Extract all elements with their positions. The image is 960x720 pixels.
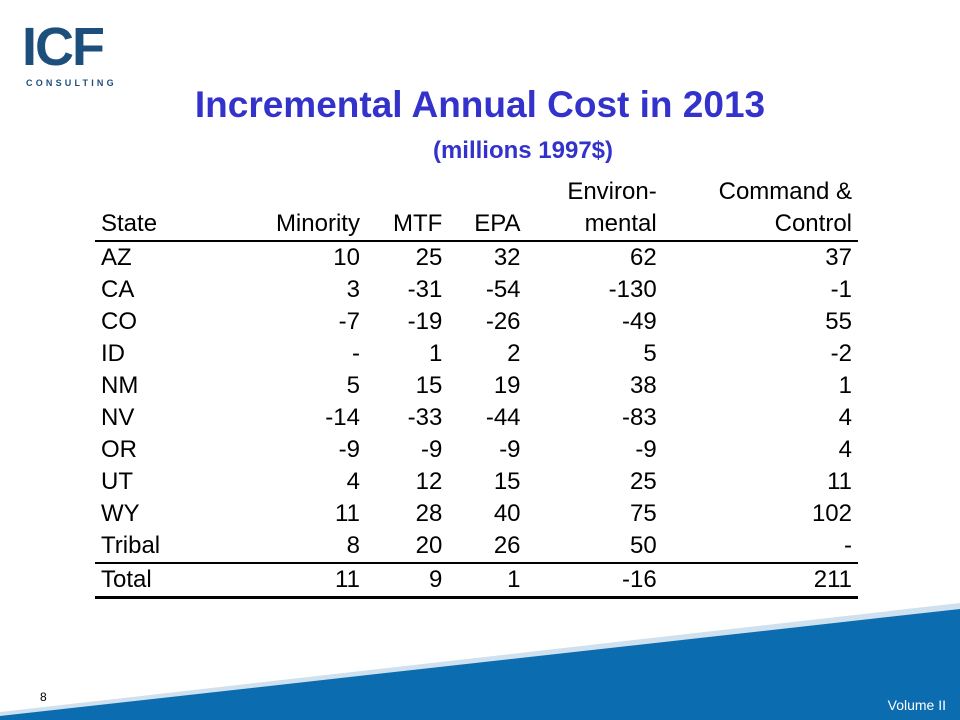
value-cell: 5	[346, 372, 360, 399]
value-cell: 5	[643, 340, 657, 367]
state-cell: AZ	[101, 244, 132, 271]
value-cell: 25	[629, 468, 657, 495]
value-cell: -31	[407, 276, 443, 303]
header-top-cell	[237, 176, 366, 208]
state-cell: NV	[101, 404, 135, 431]
state-cell: Tribal	[95, 530, 237, 564]
volume-label: Volume II	[887, 697, 946, 713]
value-cell: 19	[493, 372, 521, 399]
header-minority: Minority	[237, 208, 366, 242]
value-cell: -19	[407, 308, 443, 335]
header-top-cell: Command &	[718, 178, 852, 205]
value-cell: 1	[838, 372, 852, 399]
state-cell: WY	[101, 500, 140, 527]
state-cell: NM	[101, 372, 139, 399]
value-cell: 1	[428, 340, 443, 367]
state-cell: CA	[101, 276, 135, 303]
table-header-row: State Minority MTF EPA mental Control	[95, 208, 858, 242]
total-cell: 9	[365, 563, 449, 599]
value-cell: 50	[526, 530, 663, 564]
table-row: CO -7 -19 -26 -49 55	[95, 306, 858, 338]
value-cell: 55	[825, 308, 852, 335]
value-cell: 37	[825, 244, 852, 271]
value-cell: -9	[420, 436, 443, 463]
value-cell: 12	[415, 468, 443, 495]
value-cell: -7	[338, 308, 360, 335]
value-cell: 25	[415, 244, 443, 271]
header-top-cell: Environ-	[567, 178, 657, 205]
value-cell: 4	[838, 404, 852, 431]
value-cell: 4	[346, 468, 360, 495]
logo-wordmark: ICF	[22, 17, 105, 77]
value-cell: -9	[635, 436, 657, 463]
total-cell: -16	[526, 563, 663, 599]
value-cell: 3	[346, 276, 360, 303]
total-cell: 211	[662, 563, 858, 599]
value-cell: -2	[830, 340, 852, 367]
value-cell: 26	[448, 530, 527, 564]
cost-table: Environ- Command & State Minority MTF EP…	[95, 176, 858, 599]
value-cell: 28	[415, 500, 443, 527]
value-cell: 62	[629, 244, 657, 271]
table-row: UT 4 12 15 25 11	[95, 466, 858, 498]
table-row: NM 5 15 19 38 1	[95, 370, 858, 402]
table-row: OR -9 -9 -9 -9 4	[95, 434, 858, 466]
table-row: ID - 1 2 5 -2	[95, 338, 858, 370]
total-label: Total	[95, 563, 237, 599]
total-cell: 11	[237, 563, 366, 599]
value-cell: -9	[499, 436, 521, 463]
value-cell: 15	[493, 468, 521, 495]
slide-subtitle: (millions 1997$)	[432, 137, 614, 164]
value-cell: 11	[335, 500, 360, 527]
value-cell: 20	[365, 530, 449, 564]
table-row: AZ 10 25 32 62 37	[95, 241, 858, 274]
header-top-cell	[366, 176, 448, 208]
value-cell: -44	[485, 404, 521, 431]
table-row: NV -14 -33 -44 -83 4	[95, 402, 858, 434]
value-cell: -26	[485, 308, 521, 335]
state-cell: CO	[101, 308, 137, 335]
value-cell: -83	[622, 404, 657, 431]
value-cell: 4	[838, 436, 852, 463]
icf-consulting-logo: ICF CONSULTING	[22, 20, 122, 92]
table-header-row-top: Environ- Command &	[95, 176, 858, 208]
slide-title: Incremental Annual Cost in 2013	[194, 84, 766, 125]
page-number: 8	[40, 690, 47, 704]
header-state: State	[95, 208, 237, 242]
value-cell: 10	[333, 244, 360, 271]
header-top-cell	[448, 176, 526, 208]
state-cell: ID	[101, 340, 125, 367]
value-cell: -1	[830, 276, 852, 303]
value-cell: -9	[338, 436, 360, 463]
value-cell: -	[351, 340, 360, 367]
value-cell: 2	[507, 340, 521, 367]
header-epa: EPA	[448, 208, 527, 242]
state-cell: UT	[101, 468, 133, 495]
value-cell: -	[662, 530, 858, 564]
value-cell: 75	[629, 500, 657, 527]
logo-tagline: CONSULTING	[26, 78, 117, 88]
value-cell: 11	[827, 468, 852, 495]
total-cell: 1	[448, 563, 527, 599]
value-cell: -130	[608, 276, 657, 303]
value-cell: 102	[811, 500, 852, 527]
value-cell: 8	[237, 530, 366, 564]
table-row: CA 3 -31 -54 -130 -1	[95, 274, 858, 306]
value-cell: -33	[407, 404, 443, 431]
header-top-cell	[95, 176, 237, 208]
header-environmental: mental	[526, 208, 663, 242]
table-row: Tribal 8 20 26 50-	[95, 530, 858, 564]
value-cell: -54	[485, 276, 521, 303]
value-cell: 32	[493, 244, 521, 271]
table-row: WY 11 28 40 75 102	[95, 498, 858, 530]
state-cell: OR	[101, 436, 137, 463]
value-cell: 15	[415, 372, 443, 399]
header-command-control: Control	[662, 208, 858, 242]
header-mtf: MTF	[365, 208, 449, 242]
value-cell: -14	[325, 404, 360, 431]
value-cell: 38	[629, 372, 657, 399]
value-cell: -49	[622, 308, 657, 335]
table-total-row: Total 11 9 1 -16 211	[95, 563, 858, 599]
value-cell: 40	[493, 500, 521, 527]
